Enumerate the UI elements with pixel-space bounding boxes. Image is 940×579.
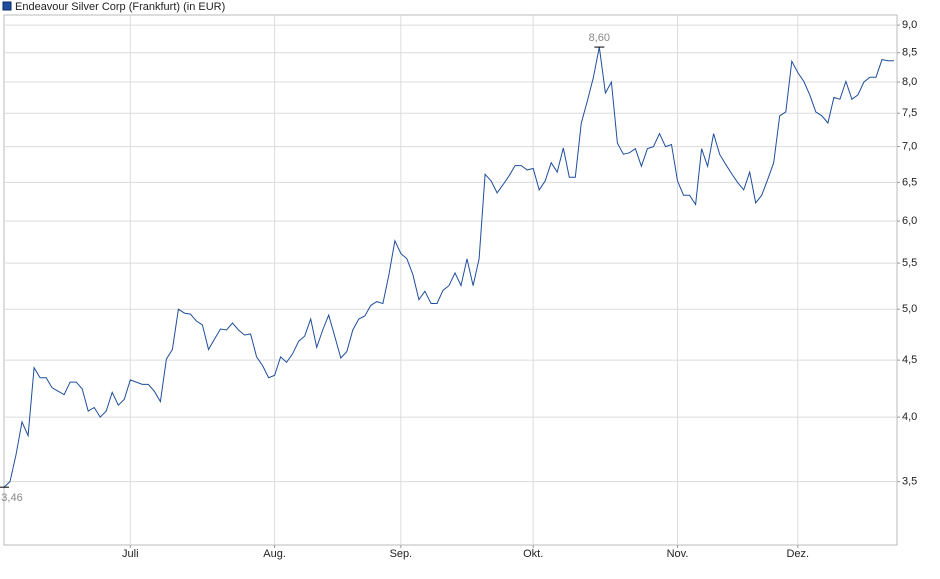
y-tick-label: 4,0: [902, 411, 917, 423]
x-tick-label: Sep.: [390, 548, 413, 560]
x-tick-label: Okt.: [523, 548, 543, 560]
annotation-label: 3,46: [1, 492, 22, 504]
x-tick-label: Aug.: [263, 548, 286, 560]
y-tick-label: 8,0: [902, 76, 917, 88]
y-tick-label: 6,5: [902, 176, 917, 188]
x-tick-label: Nov.: [667, 548, 689, 560]
y-tick-label: 7,5: [902, 107, 917, 119]
y-tick-label: 5,5: [902, 257, 917, 269]
y-tick-label: 9,0: [902, 19, 917, 31]
y-tick-label: 5,0: [902, 303, 917, 315]
y-tick-label: 8,5: [902, 47, 917, 59]
annotation-label: 8,60: [589, 32, 610, 44]
x-tick-label: Juli: [122, 548, 139, 560]
x-tick-label: Dez.: [786, 548, 809, 560]
y-tick-label: 7,0: [902, 140, 917, 152]
y-tick-label: 4,5: [902, 354, 917, 366]
y-tick-label: 6,0: [902, 215, 917, 227]
legend-label: Endeavour Silver Corp (Frankfurt) (in EU…: [15, 1, 225, 13]
plot-area: [3, 14, 898, 546]
y-tick-label: 3,5: [902, 476, 917, 488]
legend-swatch: [2, 1, 12, 11]
price-line: [3, 47, 894, 488]
